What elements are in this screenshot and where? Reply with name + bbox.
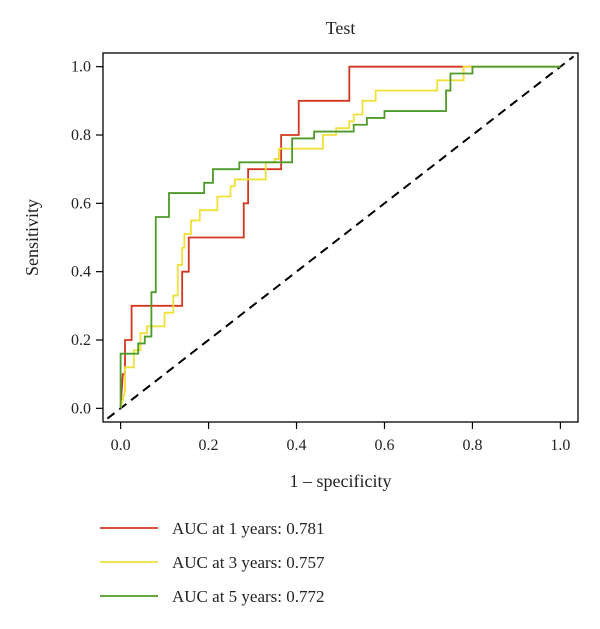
y-tick-label: 0.8 bbox=[71, 127, 91, 144]
reference-diagonal-line bbox=[106, 55, 575, 420]
y-axis-label: Sensitivity bbox=[22, 199, 42, 276]
x-tick-label: 1.0 bbox=[550, 437, 570, 454]
x-tick-label: 0.6 bbox=[374, 437, 394, 454]
plot-area: 0.0 0.2 0.4 0.6 0.8 1.0 0.0 0.2 0.4 0.6 0.8 1.0 bbox=[71, 52, 579, 454]
legend: AUC at 1 years: 0.781 AUC at 3 years: 0.7… bbox=[100, 519, 325, 606]
plot-frame bbox=[102, 52, 579, 423]
y-tick-label: 0.0 bbox=[71, 400, 91, 417]
y-tick-label: 0.2 bbox=[71, 332, 91, 349]
chart-title: Test bbox=[326, 18, 356, 38]
y-tick-label: 1.0 bbox=[71, 59, 91, 76]
legend-label-3: AUC at 5 years: 0.772 bbox=[172, 587, 325, 606]
x-tick-label: 0.2 bbox=[199, 437, 219, 454]
x-tick-label: 0.8 bbox=[462, 437, 482, 454]
series-line-3 bbox=[119, 65, 561, 409]
x-axis-label: 1 – specificity bbox=[290, 471, 392, 491]
x-tick-label: 0.0 bbox=[111, 437, 131, 454]
legend-label-1: AUC at 1 years: 0.781 bbox=[172, 519, 325, 538]
y-tick-label: 0.4 bbox=[71, 264, 91, 281]
x-tick-label: 0.4 bbox=[287, 437, 307, 454]
series-line-1 bbox=[119, 65, 473, 409]
series-line-2 bbox=[119, 65, 561, 409]
y-tick-label: 0.6 bbox=[71, 195, 91, 212]
legend-label-2: AUC at 3 years: 0.757 bbox=[172, 553, 325, 572]
